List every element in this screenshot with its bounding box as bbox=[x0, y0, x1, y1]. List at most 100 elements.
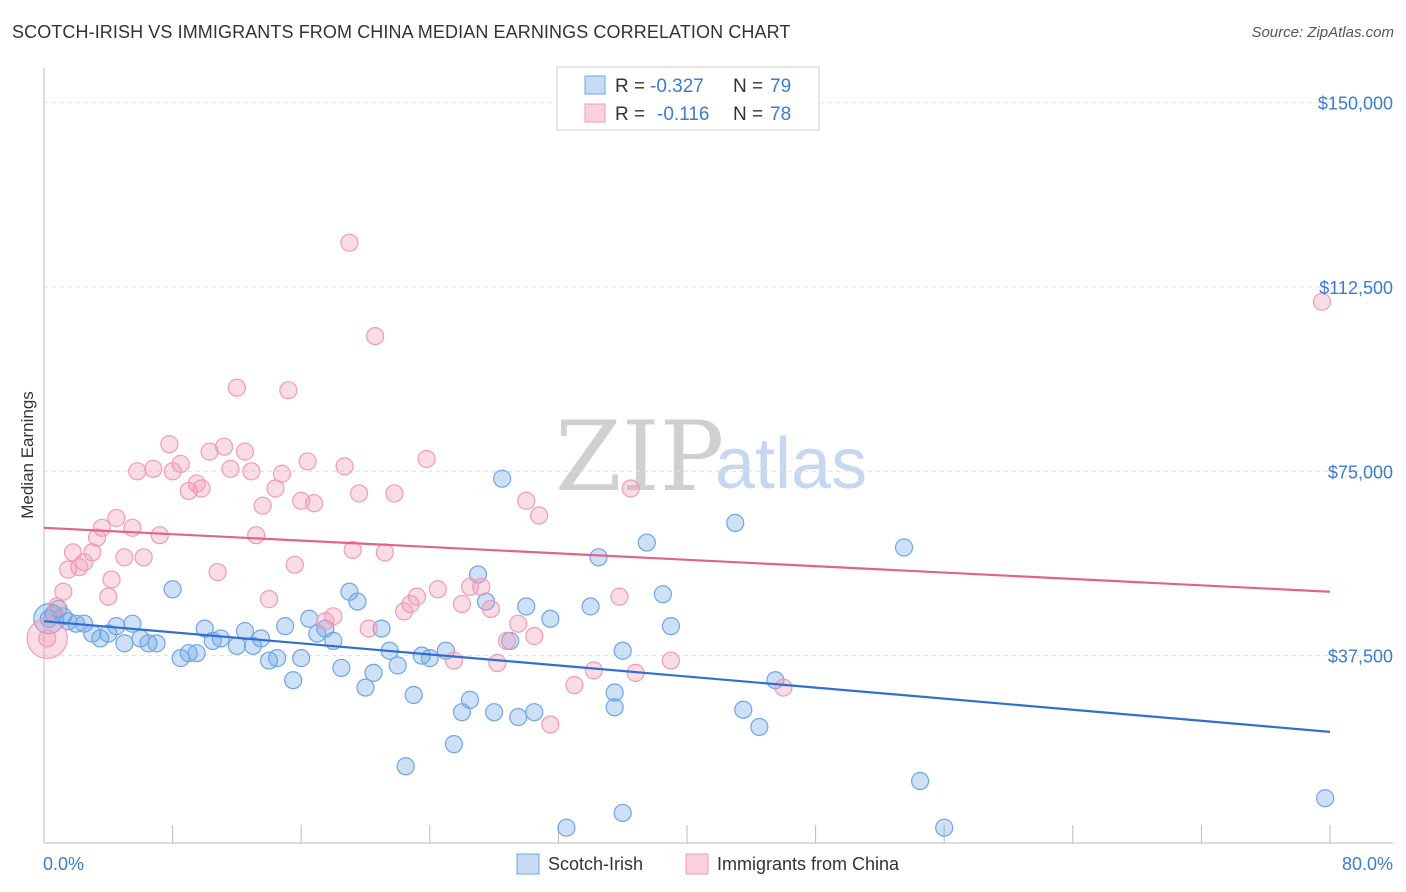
point-china-46 bbox=[343, 540, 362, 560]
point-china-0 bbox=[38, 629, 57, 648]
bottom-legend-label-scotch-irish: Scotch-Irish bbox=[548, 854, 643, 874]
point-china-16 bbox=[134, 548, 153, 567]
point-china-45 bbox=[340, 233, 359, 252]
point-scotch-irish-77 bbox=[935, 818, 954, 837]
point-scotch-irish-71 bbox=[726, 513, 745, 533]
point-china-49 bbox=[366, 326, 385, 346]
point-scotch-irish-68 bbox=[637, 533, 656, 552]
point-scotch-irish-64 bbox=[605, 683, 624, 702]
y-tick-label-1: $75,000 bbox=[1328, 462, 1393, 482]
point-china-7 bbox=[83, 543, 102, 562]
x-tick-labels: 0.0% 80.0% bbox=[43, 854, 1393, 874]
legend-r-value-1: -0.327 bbox=[650, 76, 704, 97]
point-scotch-irish-16 bbox=[163, 580, 182, 599]
point-china-52 bbox=[394, 602, 414, 621]
point-scotch-irish-11 bbox=[115, 634, 134, 653]
legend-n-label-2: N = bbox=[733, 104, 763, 125]
point-china-21 bbox=[171, 454, 190, 474]
point-china-36 bbox=[272, 464, 292, 483]
point-china-27 bbox=[214, 437, 234, 456]
point-china-61 bbox=[481, 599, 500, 619]
point-china-54 bbox=[407, 587, 427, 606]
point-china-64 bbox=[509, 614, 528, 633]
point-scotch-irish-59 bbox=[525, 703, 544, 722]
point-china-13 bbox=[115, 548, 134, 567]
point-china-63 bbox=[497, 631, 517, 650]
point-scotch-irish-47 bbox=[420, 649, 439, 668]
point-china-57 bbox=[444, 651, 464, 670]
point-china-48 bbox=[359, 619, 378, 638]
correlation-legend: R = -0.327 N = 79 R = -0.116 N = 78 bbox=[556, 66, 820, 131]
point-scotch-irish-38 bbox=[348, 592, 367, 611]
point-china-30 bbox=[235, 442, 255, 461]
grid bbox=[44, 102, 1393, 657]
point-scotch-irish-65 bbox=[605, 698, 624, 717]
point-scotch-irish-36 bbox=[332, 658, 351, 678]
point-china-68 bbox=[541, 715, 560, 734]
point-scotch-irish-73 bbox=[750, 717, 769, 737]
point-scotch-irish-69 bbox=[653, 585, 672, 604]
point-scotch-irish-22 bbox=[211, 629, 230, 648]
point-china-17 bbox=[144, 459, 163, 478]
point-scotch-irish-55 bbox=[493, 469, 512, 488]
point-china-58 bbox=[452, 594, 472, 614]
point-china-43 bbox=[324, 607, 343, 626]
legend-n-label-1: N = bbox=[733, 76, 763, 97]
point-china-47 bbox=[349, 484, 369, 503]
point-scotch-irish-62 bbox=[581, 597, 600, 616]
point-scotch-irish-28 bbox=[267, 649, 287, 668]
legend-swatch-blue bbox=[584, 75, 606, 95]
point-scotch-irish-19 bbox=[187, 644, 206, 663]
point-china-38 bbox=[285, 555, 304, 574]
point-scotch-irish-41 bbox=[372, 619, 391, 638]
point-china-2 bbox=[54, 582, 73, 601]
point-china-62 bbox=[488, 653, 507, 673]
trend-line-china bbox=[43, 526, 1331, 593]
watermark-zip: ZIP bbox=[555, 401, 724, 513]
point-china-14 bbox=[123, 518, 142, 537]
bottom-legend-swatch-scotch-irish bbox=[516, 853, 540, 875]
point-scotch-irish-31 bbox=[292, 649, 311, 668]
point-china-10 bbox=[99, 587, 118, 606]
watermark: ZIP atlas bbox=[555, 401, 867, 513]
series-legend: Scotch-Irish Immigrants from China bbox=[516, 853, 900, 875]
point-china-60 bbox=[472, 577, 491, 596]
point-scotch-irish-15 bbox=[147, 634, 166, 653]
point-china-11 bbox=[102, 570, 121, 589]
point-scotch-irish-67 bbox=[613, 803, 632, 823]
point-china-29 bbox=[227, 378, 246, 397]
point-china-25 bbox=[200, 442, 219, 461]
point-china-56 bbox=[428, 580, 447, 599]
trend-lines bbox=[43, 526, 1331, 733]
point-china-3 bbox=[59, 560, 78, 579]
source-label: Source: ZipAtlas.com bbox=[1251, 24, 1394, 41]
trend-line-scotch-irish bbox=[43, 620, 1331, 733]
point-china-41 bbox=[304, 494, 324, 513]
point-china-31 bbox=[242, 462, 261, 481]
point-china-69 bbox=[565, 676, 584, 695]
point-china-8 bbox=[87, 528, 107, 547]
axes bbox=[43, 68, 1393, 844]
point-china-72 bbox=[621, 479, 640, 498]
point-scotch-irish-54 bbox=[485, 703, 504, 722]
point-scotch-irish-45 bbox=[404, 685, 423, 705]
legend-r-label-1: R = bbox=[615, 76, 645, 97]
point-china-37 bbox=[279, 381, 298, 400]
legend-r-value-2: -0.116 bbox=[657, 104, 709, 125]
point-china-33 bbox=[253, 496, 272, 515]
point-china-15 bbox=[128, 462, 147, 481]
x-tick-label-max: 80.0% bbox=[1342, 854, 1393, 874]
point-scotch-irish-72 bbox=[734, 700, 753, 719]
point-scotch-irish-51 bbox=[460, 690, 480, 709]
point-china-67 bbox=[525, 626, 544, 646]
y-tick-labels: $37,500 $75,000 $112,500 $150,000 bbox=[1318, 94, 1393, 667]
point-china-71 bbox=[610, 587, 629, 606]
legend-r-label-2: R = bbox=[615, 104, 645, 125]
point-scotch-irish-57 bbox=[509, 707, 528, 727]
watermark-atlas: atlas bbox=[715, 424, 867, 504]
legend-n-value-2: 78 bbox=[770, 104, 791, 125]
point-china-34 bbox=[259, 590, 279, 609]
point-scotch-irish-61 bbox=[557, 818, 576, 837]
point-china-51 bbox=[385, 484, 404, 503]
